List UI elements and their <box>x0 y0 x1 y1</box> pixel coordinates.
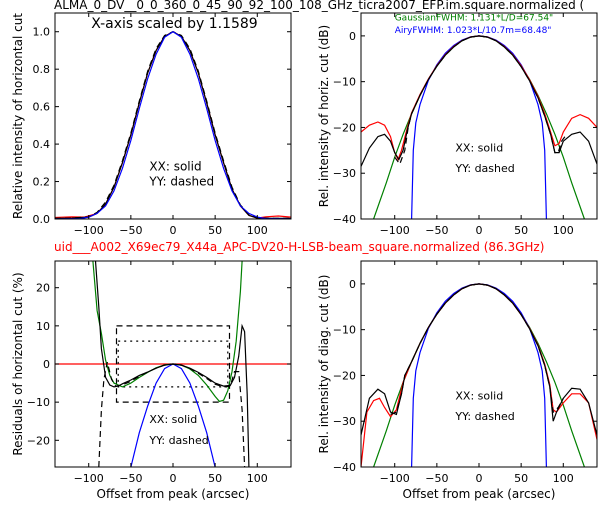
figure-mid-title: uid___A002_X69ec79_X44a_APC-DV20-H-LSB-b… <box>54 240 544 254</box>
x-tick-label: 50 <box>208 472 222 485</box>
annotation: X-axis scaled by 1.1589 <box>91 16 257 32</box>
annotation: AiryFWHM: 1.023*L/10.7m=68.48" <box>395 26 552 36</box>
figure-top-title: ALMA_0_DV__0_0_360_0_45_90_92_100_108_GH… <box>54 0 584 12</box>
annotation: YY: dashed <box>148 174 214 188</box>
x-axis-label: Offset from peak (arcsec) <box>97 487 250 501</box>
x-tick-label: −50 <box>425 224 448 237</box>
x-tick-label: −50 <box>425 472 448 485</box>
x-tick-label: 100 <box>553 224 574 237</box>
y-tick-label: 0 <box>349 30 356 43</box>
series-line-1 <box>115 325 231 403</box>
x-tick-label: −100 <box>74 472 104 485</box>
y-tick-label: −10 <box>27 396 50 409</box>
y-tick-label: 20 <box>36 282 50 295</box>
series-line-2 <box>117 340 229 388</box>
annotation: XX: solid <box>455 142 503 155</box>
annotation: GaussianFWHM: 1.131*L/D=67.54" <box>395 13 553 23</box>
y-tick-label: −20 <box>333 369 356 382</box>
x-axis-label: Offset from peak (arcsec) <box>403 487 556 501</box>
annotation: YY: dashed <box>454 162 514 175</box>
y-tick-label: −10 <box>333 76 356 89</box>
x-tick-label: −100 <box>380 224 410 237</box>
x-tick-label: 100 <box>553 472 574 485</box>
x-tick-label: 0 <box>476 472 483 485</box>
series-line-3 <box>92 261 243 403</box>
y-tick-label: −20 <box>333 121 356 134</box>
y-tick-label: 0.6 <box>33 101 51 114</box>
annotation: YY: dashed <box>148 434 208 447</box>
y-tick-label: 0 <box>349 278 356 291</box>
series-group <box>55 30 291 219</box>
y-tick-label: −40 <box>333 213 356 226</box>
y-axis-label: Residuals of horizontal cut (%) <box>11 272 25 455</box>
x-tick-label: 100 <box>247 224 268 237</box>
x-tick-label: 50 <box>208 224 222 237</box>
annotation: XX: solid <box>149 413 197 426</box>
y-tick-label: 0 <box>43 358 50 371</box>
series-group <box>361 35 597 219</box>
y-tick-label: 0.0 <box>33 213 51 226</box>
x-tick-label: −50 <box>119 224 142 237</box>
y-tick-label: −40 <box>333 461 356 474</box>
axes-frame <box>360 260 598 468</box>
y-tick-label: 1.0 <box>33 26 51 39</box>
axes-frame <box>360 12 598 220</box>
series-line-1 <box>411 283 547 467</box>
x-tick-label: 50 <box>514 224 528 237</box>
panel-top-left: −100 −50 0 50 100 0.0 0.2 0.4 0.6 0.8 1.0 Relative … <box>11 12 292 237</box>
annotation: XX: solid <box>149 159 201 173</box>
series-group <box>55 261 291 467</box>
y-axis-label: Rel. intensity of horiz. cut (dB) <box>317 25 331 207</box>
y-tick-label: −30 <box>333 167 356 180</box>
x-tick-label: −100 <box>74 224 104 237</box>
series-line-2 <box>361 283 597 467</box>
y-axis-label: Relative intensity of horizontal cut <box>11 13 25 219</box>
y-tick-label: −10 <box>333 324 356 337</box>
series-line-6 <box>98 361 246 467</box>
series-line-3 <box>55 30 291 219</box>
y-tick-label: 0.2 <box>33 176 51 189</box>
series-line-1 <box>411 35 547 219</box>
x-tick-label: 0 <box>170 224 177 237</box>
y-tick-label: 0.4 <box>33 138 51 151</box>
y-tick-label: 0.8 <box>33 63 51 76</box>
x-tick-label: −100 <box>380 472 410 485</box>
x-tick-label: 0 <box>170 472 177 485</box>
series-line-2 <box>55 31 291 219</box>
y-tick-label: −30 <box>333 415 356 428</box>
series-line-4 <box>394 35 568 166</box>
series-line-1 <box>55 31 291 219</box>
annotation: YY: dashed <box>454 410 514 423</box>
series-line-0 <box>373 35 585 219</box>
x-tick-label: 50 <box>514 472 528 485</box>
x-tick-label: 0 <box>476 224 483 237</box>
series-group <box>361 283 597 467</box>
y-axis-label: Rel. intensity of diag. cut (dB) <box>317 275 331 454</box>
x-tick-label: 100 <box>247 472 268 485</box>
x-tick-label: −50 <box>119 472 142 485</box>
y-tick-label: −20 <box>27 434 50 447</box>
y-tick-label: 10 <box>36 320 50 333</box>
series-line-0 <box>55 31 291 219</box>
annotation: XX: solid <box>455 390 503 403</box>
